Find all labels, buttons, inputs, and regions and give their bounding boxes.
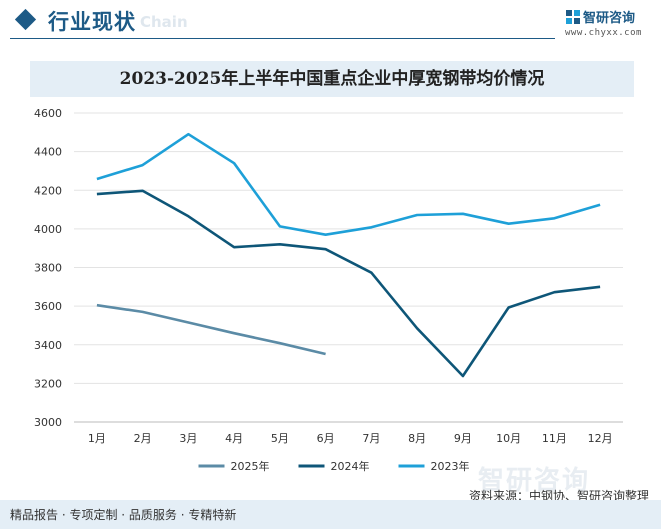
y-tick-label: 3200 — [34, 377, 62, 390]
x-tick-label: 1月 — [88, 432, 106, 445]
section-title: 行业现状 — [48, 10, 136, 34]
source-note: 资料来源：中钢协、智研咨询整理 — [468, 489, 649, 503]
header-divider — [10, 38, 555, 39]
series-line-2025年 — [96, 303, 326, 356]
y-tick-label: 4000 — [34, 223, 62, 236]
x-tick-label: 8月 — [408, 432, 426, 445]
brand: 智研咨询 www.chyxx.com — [565, 6, 651, 38]
chart-title-band: 2023-2025年上半年中国重点企业中厚宽钢带均价情况 — [30, 61, 634, 97]
x-tick-label: 11月 — [542, 432, 567, 445]
y-tick-label: 4200 — [34, 184, 62, 197]
x-tick-label: 4月 — [225, 432, 243, 445]
y-tick-label: 3800 — [34, 262, 62, 275]
x-tick-label: 5月 — [271, 432, 289, 445]
x-tick-label: 2月 — [134, 432, 152, 445]
watermark-brand: 智研咨询 — [478, 466, 591, 496]
y-tick-label: 3600 — [34, 300, 62, 313]
brand-name: 智研咨询 — [583, 11, 636, 26]
y-tick-label: 3000 — [34, 416, 62, 429]
watermark-text: Chain — [140, 13, 188, 31]
series-line-2023年 — [96, 132, 601, 236]
chart-title: 2023-2025年上半年中国重点企业中厚宽钢带均价情况 — [119, 69, 545, 89]
x-tick-label: 7月 — [362, 432, 380, 445]
y-tick-label: 4400 — [34, 146, 62, 159]
legend-label: 2024年 — [331, 459, 370, 473]
x-tick-label: 6月 — [317, 432, 335, 445]
brand-logo-icon — [566, 9, 580, 24]
brand-url: www.chyxx.com — [565, 28, 642, 38]
series-line-2024年 — [96, 189, 601, 378]
footer-band: 精品报告 · 专项定制 · 品质服务 · 专精特新 — [0, 500, 661, 529]
y-tick-label: 3400 — [34, 339, 62, 352]
y-tick-label: 4600 — [34, 107, 62, 120]
legend-label: 2023年 — [431, 459, 470, 473]
x-tick-label: 9月 — [454, 432, 472, 445]
x-tick-label: 3月 — [179, 432, 197, 445]
header: 行业现状 Chain 智研咨询 www.chyxx.com — [0, 0, 661, 44]
footer-tagline: 精品报告 · 专项定制 · 品质服务 · 专精特新 — [10, 508, 237, 522]
x-tick-label: 12月 — [588, 432, 613, 445]
legend-label: 2025年 — [231, 459, 270, 473]
x-tick-label: 10月 — [496, 432, 521, 445]
